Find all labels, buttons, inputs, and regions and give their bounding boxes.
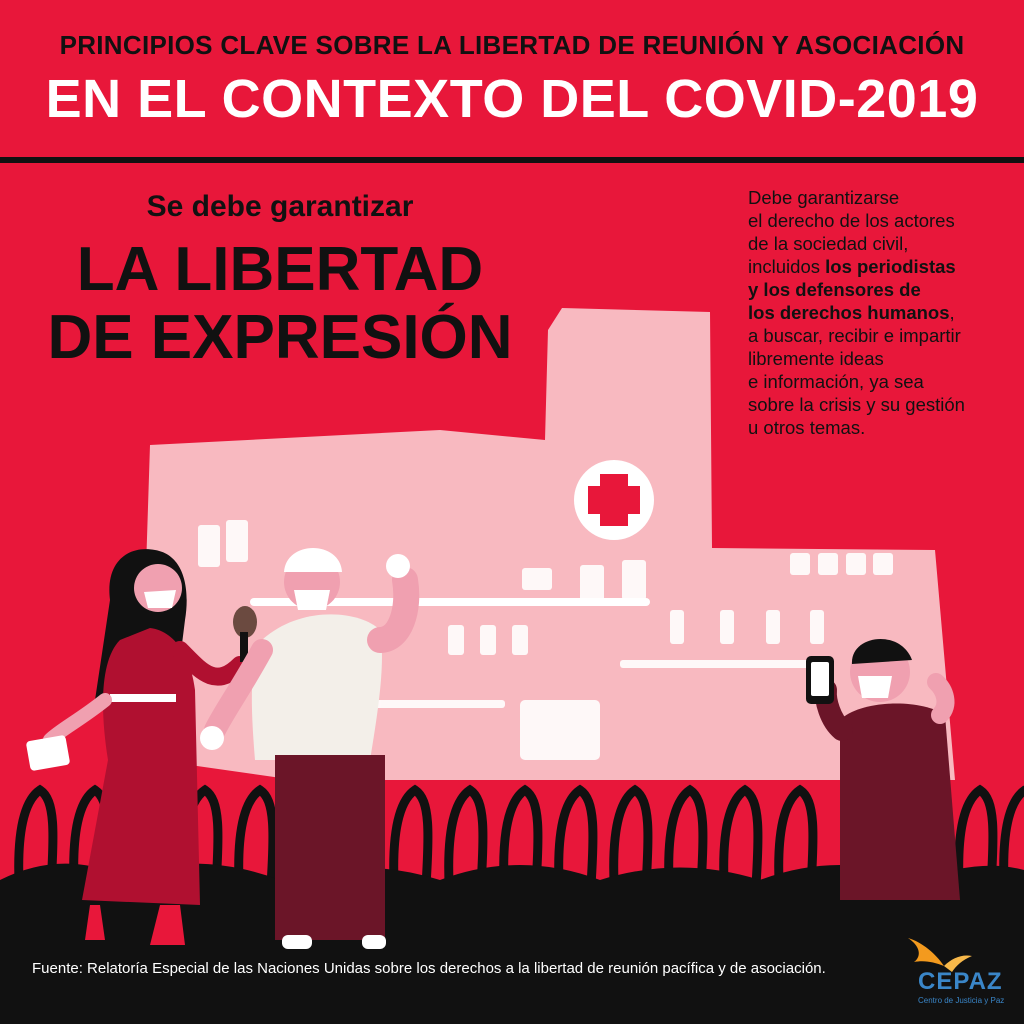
header-divider <box>0 157 1024 163</box>
man-with-phone-figure <box>806 638 960 900</box>
body-line: e información, ya sea <box>748 371 924 392</box>
body-bold-text: los periodistas <box>825 256 956 277</box>
source-footnote: Fuente: Relatoría Especial de las Nacion… <box>32 960 826 977</box>
body-line-part: , <box>949 302 955 323</box>
headline-line2: DE EXPRESIÓN <box>47 303 513 372</box>
man-white-shirt-figure <box>200 548 420 949</box>
body-line: y los defensores de <box>748 278 1018 301</box>
body-line: el derecho de los actores <box>748 210 955 231</box>
subheading: Se debe garantizar <box>146 190 414 223</box>
body-bold-text: y los defensores de <box>748 279 921 300</box>
body-line: incluidos los periodistas <box>748 255 1018 278</box>
headline: LA LIBERTAD DE EXPRESIÓN <box>40 236 520 372</box>
dove-icon <box>908 938 944 966</box>
logo-tagline: Centro de Justicia y Paz <box>918 996 1005 1005</box>
body-line: sobre la crisis y su gestión <box>748 394 965 415</box>
body-line: libremente ideas <box>748 348 884 369</box>
header-title-line1: PRINCIPIOS CLAVE SOBRE LA LIBERTAD DE RE… <box>59 30 965 60</box>
body-line: u otros temas. <box>748 417 866 438</box>
body-line-part: incluidos <box>748 256 826 277</box>
headline-line1: LA LIBERTAD <box>76 235 484 304</box>
body-line: a buscar, recibir e impartir <box>748 325 961 346</box>
body-line: Debe garantizarse <box>748 187 900 208</box>
body-paragraph: Debe garantizarse el derecho de los acto… <box>748 186 1018 439</box>
body-line: de la sociedad civil, <box>748 233 909 254</box>
header-title-line2: EN EL CONTEXTO DEL COVID-2019 <box>45 69 979 129</box>
logo-name: CEPAZ <box>918 968 1003 995</box>
body-line: los derechos humanos, <box>748 301 1018 324</box>
cepaz-logo <box>908 938 972 972</box>
woman-figure <box>26 549 257 945</box>
body-bold-text: los derechos humanos <box>748 302 950 323</box>
